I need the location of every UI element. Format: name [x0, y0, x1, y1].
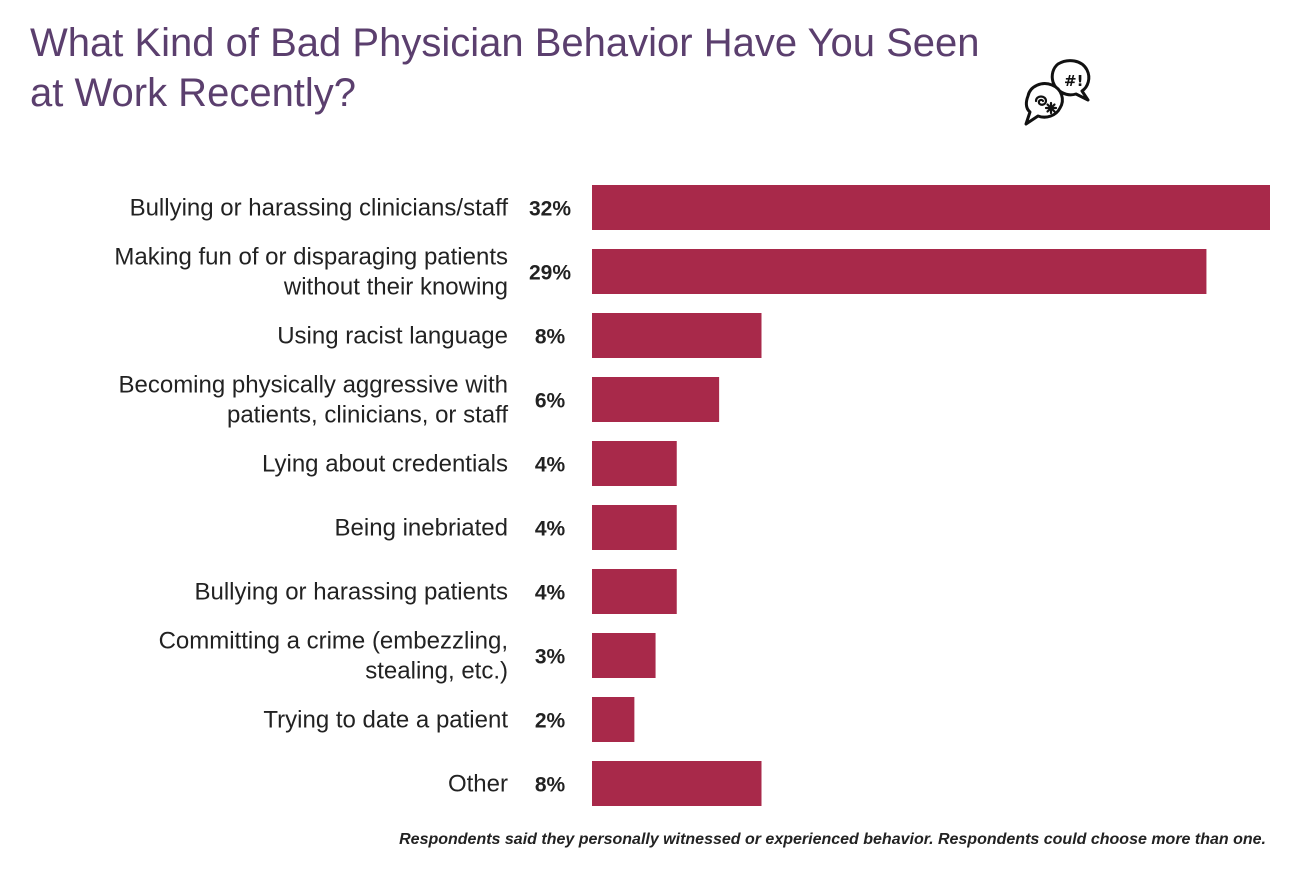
category-label-8-line-0: Trying to date a patient — [263, 707, 508, 734]
category-label-1: Making fun of or disparaging patients wit… — [114, 244, 508, 301]
category-label-9-line-0: Other — [448, 771, 508, 798]
footnote: Respondents said they personally witness… — [399, 831, 1266, 848]
chart-title-line-1: What Kind of Bad Physician Behavior Have… — [30, 21, 980, 65]
value-label-0: 32% — [529, 198, 571, 221]
category-label-6: Bullying or harassing patients — [194, 579, 508, 606]
category-label-7-line-1: stealing, etc.) — [365, 658, 508, 685]
bar-5 — [592, 505, 677, 550]
value-label-6: 4% — [535, 582, 566, 605]
category-label-6-line-0: Bullying or harassing patients — [194, 579, 508, 606]
category-label-3-line-1: patients, clinicians, or staff — [227, 402, 508, 429]
category-label-1-line-1: without their knowing — [283, 274, 508, 301]
category-label-0: Bullying or harassing clinicians/staff — [130, 195, 509, 222]
value-label-5: 4% — [535, 518, 566, 541]
svg-text:#!: #! — [1064, 72, 1083, 90]
category-label-7: Committing a crime (embezzling, stealing,… — [159, 628, 508, 685]
value-label-8: 2% — [535, 710, 566, 733]
category-label-2-line-0: Using racist language — [277, 323, 508, 350]
category-label-1-line-0: Making fun of or disparaging patients — [114, 244, 508, 271]
bar-4 — [592, 441, 677, 486]
category-label-5: Being inebriated — [335, 515, 508, 542]
category-label-5-line-0: Being inebriated — [335, 515, 508, 542]
bar-2 — [592, 313, 762, 358]
value-label-3: 6% — [535, 390, 566, 413]
speech-bubbles-icon: #! — [1024, 59, 1091, 126]
bar-3 — [592, 377, 720, 422]
category-label-7-line-0: Committing a crime (embezzling, — [159, 628, 508, 655]
bar-7 — [592, 633, 656, 678]
category-label-0-line-0: Bullying or harassing clinicians/staff — [130, 195, 509, 222]
bars-group: 32% Bullying or harassing clinicians/staf… — [114, 185, 1270, 806]
bar-9 — [592, 761, 762, 806]
category-label-2: Using racist language — [277, 323, 508, 350]
bar-0 — [592, 185, 1270, 230]
chart-title-line-2: at Work Recently? — [30, 71, 357, 115]
category-label-8: Trying to date a patient — [263, 707, 508, 734]
bar-8 — [592, 697, 635, 742]
value-label-7: 3% — [535, 646, 566, 669]
category-label-4: Lying about credentials — [262, 451, 508, 478]
value-label-4: 4% — [535, 454, 566, 477]
bar-1 — [592, 249, 1207, 294]
bar-6 — [592, 569, 677, 614]
category-label-3: Becoming physically aggressive with patie… — [118, 372, 508, 429]
value-label-2: 8% — [535, 326, 566, 349]
category-label-4-line-0: Lying about credentials — [262, 451, 508, 478]
category-label-9: Other — [448, 771, 508, 798]
value-label-1: 29% — [529, 262, 571, 285]
category-label-3-line-0: Becoming physically aggressive with — [118, 372, 508, 399]
chart-title: What Kind of Bad Physician Behavior Have… — [30, 18, 1010, 118]
value-label-9: 8% — [535, 774, 566, 797]
